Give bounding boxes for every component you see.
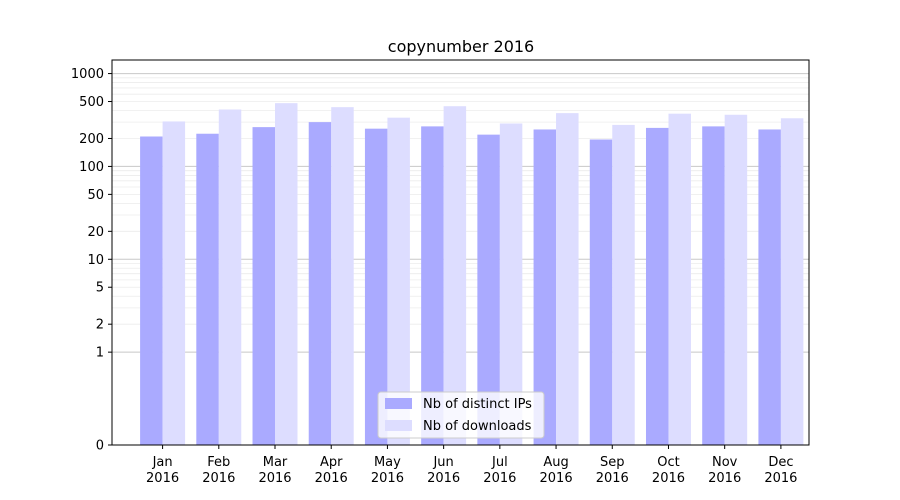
legend-box [377, 391, 545, 439]
x-tick-label-month: Nov [712, 455, 738, 470]
bars [140, 103, 804, 446]
y-tick-label: 5 [96, 281, 104, 296]
bar-distinct-ips [364, 128, 388, 445]
x-tick-label-year: 2016 [258, 471, 291, 486]
y-tick-label: 20 [87, 225, 104, 240]
x-tick-label-month: May [374, 455, 401, 470]
x-tick-label-month: Apr [320, 455, 343, 470]
x-tick-label-month: Jun [432, 455, 453, 470]
bar-downloads [556, 113, 579, 446]
bar-distinct-ips [196, 133, 219, 445]
y-tick-label: 100 [79, 160, 104, 175]
bar-downloads [443, 106, 467, 445]
x-tick-label-year: 2016 [483, 471, 516, 486]
x-tick-label-year: 2016 [146, 471, 179, 486]
x-tick-label-month: Feb [207, 455, 230, 470]
bar-distinct-ips [252, 127, 276, 446]
bar-downloads [162, 121, 186, 445]
bar-downloads [387, 117, 410, 446]
bar-distinct-ips [140, 136, 163, 445]
chart-title: copynumber 2016 [388, 37, 534, 56]
bar-downloads [668, 113, 691, 445]
bar-distinct-ips [702, 126, 725, 445]
x-tick-label-month: Aug [543, 455, 568, 470]
bar-downloads [724, 114, 748, 446]
y-tick-label: 2 [96, 318, 104, 333]
bar-distinct-ips [533, 129, 557, 445]
bar-distinct-ips [477, 134, 500, 445]
bar-downloads [499, 123, 523, 445]
bar-distinct-ips [308, 122, 332, 446]
legend-label-downloads: Nb of downloads [423, 419, 532, 434]
x-axis: Jan2016Feb2016Mar2016Apr2016May2016Jun20… [146, 445, 797, 486]
x-tick-label-month: Jan [152, 455, 173, 470]
bar-distinct-ips [758, 129, 781, 445]
bar-downloads [331, 107, 354, 445]
x-tick-label-year: 2016 [708, 471, 741, 486]
y-tick-label: 50 [87, 188, 104, 203]
x-tick-label-year: 2016 [540, 471, 573, 486]
y-tick-label: 1 [96, 346, 104, 361]
bar-downloads [218, 109, 242, 446]
x-tick-label-year: 2016 [427, 471, 460, 486]
bar-distinct-ips [589, 139, 613, 446]
bar-downloads [612, 124, 635, 446]
y-tick-label: 200 [79, 132, 104, 147]
y-tick-label: 0 [96, 439, 104, 454]
legend-swatch-downloads [385, 420, 412, 431]
x-tick-label-year: 2016 [596, 471, 629, 486]
bar-downloads [780, 118, 804, 446]
y-axis: 0 1 2 5 10 20 50 100 200 500 1000 [71, 67, 112, 454]
y-tick-label: 1000 [71, 67, 104, 82]
bar-downloads [275, 103, 298, 445]
x-tick-label-year: 2016 [202, 471, 235, 486]
x-tick-label-year: 2016 [652, 471, 685, 486]
bar-distinct-ips [645, 127, 669, 445]
x-tick-label-month: Dec [768, 455, 793, 470]
x-tick-label-month: Oct [657, 455, 679, 470]
x-tick-label-year: 2016 [315, 471, 348, 486]
x-tick-label-month: Jul [491, 455, 508, 470]
legend: Nb of distinct IPs Nb of downloads [377, 391, 545, 439]
y-tick-label: 10 [87, 253, 104, 268]
x-tick-label-year: 2016 [764, 471, 797, 486]
y-tick-label: 500 [79, 95, 104, 110]
legend-swatch-ips [385, 398, 412, 409]
x-tick-label-month: Mar [263, 455, 288, 470]
legend-label-ips: Nb of distinct IPs [423, 397, 532, 412]
x-tick-label-year: 2016 [371, 471, 404, 486]
x-tick-label-month: Sep [600, 455, 625, 470]
plot-frame [111, 59, 810, 446]
bar-distinct-ips [421, 126, 444, 445]
